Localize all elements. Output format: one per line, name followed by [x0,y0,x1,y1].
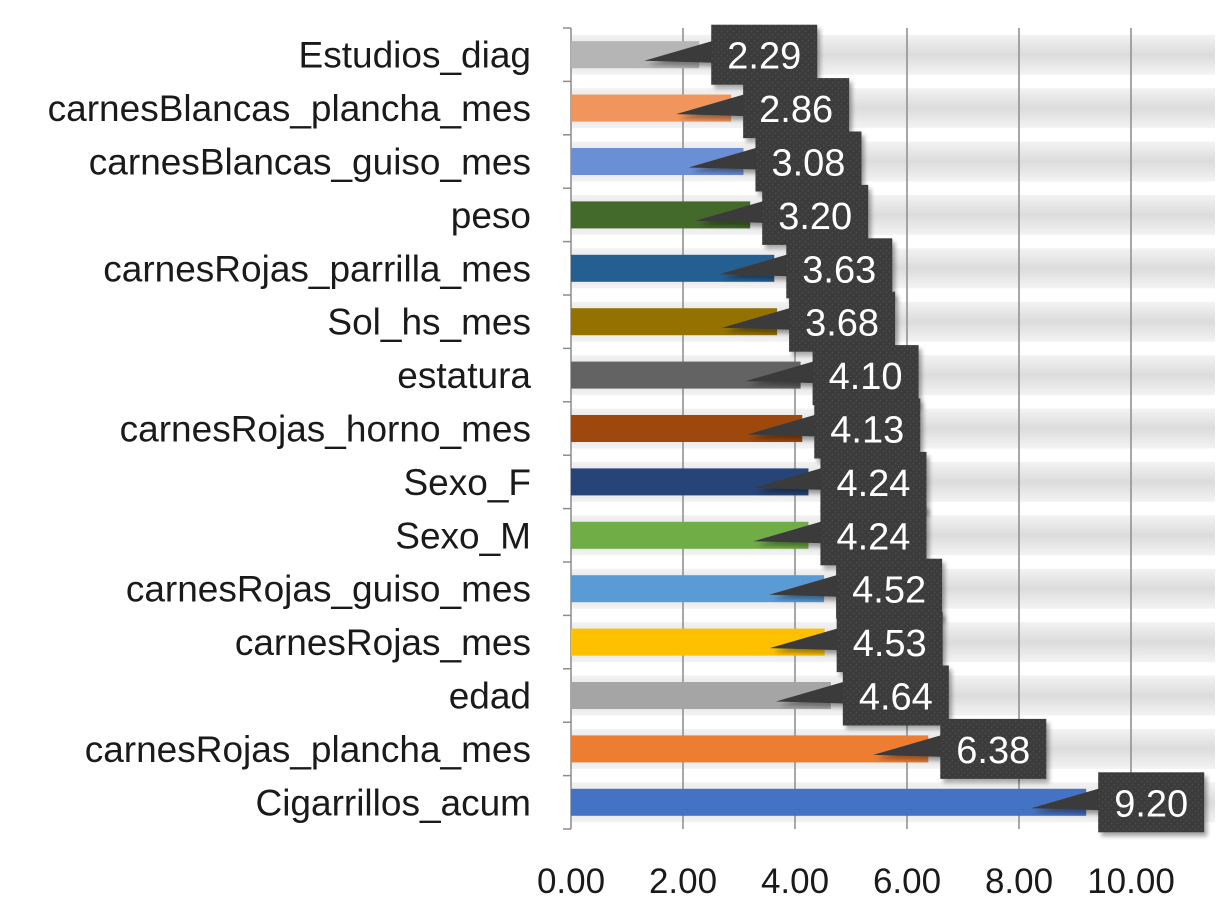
data-label-box [812,345,919,406]
data-label: 2.86 [759,89,833,131]
data-label: 9.20 [1114,783,1188,825]
data-label-box [762,184,869,245]
data-label-box [836,558,943,619]
data-label: 4.24 [836,463,910,505]
data-label-pointer [873,734,943,757]
data-label: 3.08 [771,143,845,185]
data-label-pointer [719,254,789,277]
category-label: carnesRojas_horno_mes [120,409,531,450]
data-label: 4.53 [853,623,927,665]
data-label-pointer [676,94,746,117]
x-tick-label: 2.00 [649,862,717,901]
data-label-box [755,131,862,192]
data-label-box [820,505,927,566]
data-label-box [940,718,1047,779]
data-label: 6.38 [956,730,1030,772]
bar [571,575,825,603]
bar [571,361,801,389]
category-label: peso [451,195,531,236]
data-label-pointer [1031,788,1101,811]
data-label-pointer [753,521,823,544]
data-label-box [814,398,921,459]
data-label-pointer [722,307,792,330]
data-label-box [1098,772,1205,833]
category-label: carnesRojas_parrilla_mes [103,248,531,289]
category-label: carnesRojas_mes [235,622,531,663]
data-label-pointer [753,467,823,490]
bar [571,735,929,763]
category-label: carnesRojas_plancha_mes [85,729,531,770]
category-label: estatura [397,355,531,396]
data-label-box [836,612,943,673]
data-label-pointer [747,414,817,437]
data-label-box [789,291,896,352]
data-label: 2.29 [727,36,801,78]
data-label-pointer [695,200,765,223]
data-label-pointer [644,40,714,63]
data-label-box [842,665,949,726]
data-label: 3.20 [778,196,852,238]
x-tick-label: 10.00 [1087,862,1175,901]
data-label-pointer [775,681,845,704]
data-label: 4.13 [830,410,904,452]
data-label-box [820,451,927,512]
data-label-box [743,78,850,139]
data-label: 3.63 [802,249,876,291]
data-label: 4.52 [852,570,926,612]
data-label-pointer [769,628,839,651]
category-label: Sol_hs_mes [327,302,531,343]
category-label: edad [449,676,531,717]
data-label-box [786,238,893,299]
bar [571,308,778,336]
x-tick-label: 4.00 [761,862,829,901]
data-label: 3.68 [805,303,879,345]
data-label: 4.24 [836,516,910,558]
x-tick-label: 6.00 [873,862,941,901]
data-label: 4.64 [859,677,933,719]
category-label: carnesBlancas_plancha_mes [48,88,531,129]
data-label-pointer [745,361,815,384]
bar [571,788,1087,816]
category-label: carnesBlancas_guiso_mes [89,142,531,183]
bar [571,682,831,709]
bar [571,415,803,442]
category-label: carnesRojas_guiso_mes [126,569,531,610]
bar [571,521,809,549]
category-label: Cigarrillos_acum [255,782,531,823]
category-label: Estudios_diag [299,35,531,76]
x-tick-label: 8.00 [985,862,1053,901]
data-label: 4.10 [829,356,903,398]
bar [571,468,809,496]
data-label-pointer [769,574,839,597]
data-label-pointer [688,147,758,170]
x-tick-label: 0.00 [537,862,605,901]
data-label-box [711,24,818,85]
bar [571,628,825,656]
category-label: Sexo_M [395,515,531,556]
category-label: Sexo_F [403,462,531,503]
